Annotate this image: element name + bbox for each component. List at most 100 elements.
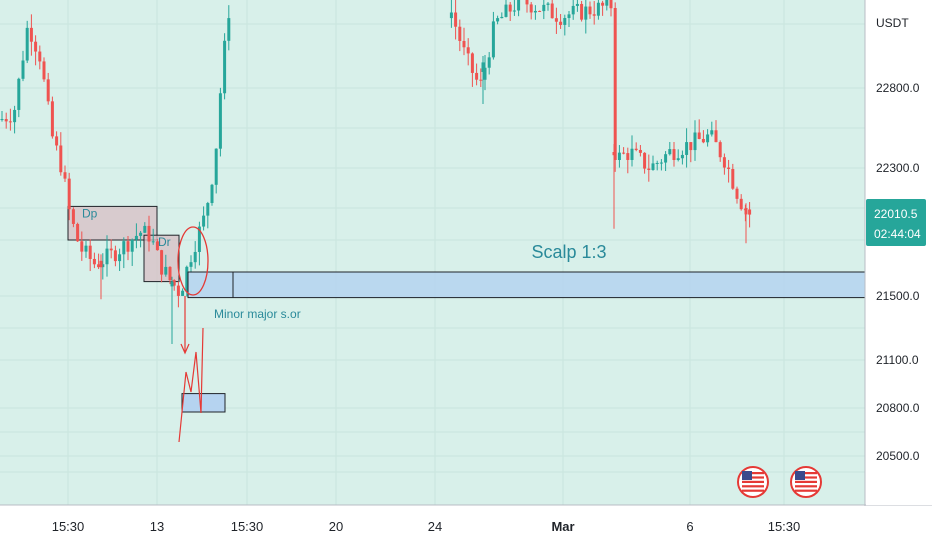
x-axis-panel[interactable] xyxy=(0,506,866,550)
candle xyxy=(659,159,663,171)
minor-major-label: Minor major s.or xyxy=(214,307,301,321)
candle xyxy=(21,50,25,82)
candle xyxy=(676,149,680,162)
candle xyxy=(126,235,130,261)
candle xyxy=(491,11,495,60)
candle xyxy=(668,141,672,156)
candle xyxy=(470,52,474,87)
candle xyxy=(214,148,218,194)
drawing-arrow[interactable] xyxy=(180,296,190,355)
plot-area[interactable] xyxy=(0,0,865,505)
candle xyxy=(50,96,54,139)
candle xyxy=(563,14,567,36)
candle xyxy=(731,163,735,190)
candle xyxy=(701,130,705,144)
candle xyxy=(76,222,80,242)
candle xyxy=(88,239,92,272)
x-tick-label: 15:30 xyxy=(768,519,801,534)
grid xyxy=(0,0,865,505)
candle xyxy=(101,253,105,280)
candle xyxy=(538,10,542,12)
candle xyxy=(13,105,17,134)
candle xyxy=(596,0,600,20)
candle xyxy=(67,172,71,221)
y-tick-label: 20800.0 xyxy=(876,401,920,415)
candle xyxy=(71,207,75,228)
candle xyxy=(0,110,4,122)
last-price-tag[interactable]: 22010.5 02:44:04 xyxy=(866,199,926,246)
candle xyxy=(718,140,722,162)
candle xyxy=(42,57,46,82)
candle xyxy=(655,160,659,171)
candle xyxy=(533,5,537,20)
candle xyxy=(651,155,655,171)
currency-label: USDT xyxy=(876,16,909,30)
candle xyxy=(181,288,185,296)
y-axis-panel[interactable] xyxy=(866,0,932,505)
candle xyxy=(122,237,126,269)
us-flag-icon[interactable] xyxy=(737,466,769,498)
candle xyxy=(613,2,617,172)
candle xyxy=(466,38,470,66)
candle xyxy=(109,239,113,259)
scalp-zone[interactable]: Scalp 1:3 xyxy=(187,242,866,299)
projection-path[interactable] xyxy=(178,327,204,443)
candle xyxy=(210,183,214,206)
candle xyxy=(4,112,8,129)
candle xyxy=(155,238,159,251)
candle xyxy=(118,248,122,271)
candle xyxy=(29,14,33,56)
candle xyxy=(525,0,529,13)
last-price-value: 22010.5 xyxy=(874,207,918,221)
candle xyxy=(170,276,174,344)
candle xyxy=(481,56,485,104)
candle xyxy=(512,0,516,16)
candle xyxy=(622,147,626,155)
candle xyxy=(168,266,172,285)
y-tick-label: 22300.0 xyxy=(876,161,920,175)
target-box[interactable] xyxy=(181,393,226,413)
candle xyxy=(92,252,96,269)
candle xyxy=(575,0,579,12)
candle xyxy=(164,254,168,277)
y-tick-label: 20500.0 xyxy=(876,449,920,463)
candle xyxy=(84,240,88,258)
x-tick-label: 24 xyxy=(428,519,442,534)
candle xyxy=(449,0,453,28)
candle xyxy=(97,253,101,270)
candle xyxy=(475,63,479,86)
scalp-label: Scalp 1:3 xyxy=(531,242,606,262)
candle xyxy=(601,0,605,16)
candle xyxy=(664,151,668,171)
drawing-ellipse[interactable] xyxy=(177,226,209,296)
x-tick-label: 15:30 xyxy=(231,519,264,534)
candle xyxy=(8,108,12,131)
x-tick-label: 15:30 xyxy=(52,519,85,534)
candle xyxy=(546,2,550,11)
candle xyxy=(550,0,554,19)
candle xyxy=(727,159,731,183)
candle xyxy=(630,135,634,167)
candle xyxy=(693,120,697,161)
candle xyxy=(710,121,714,137)
candle xyxy=(571,0,575,20)
y-tick-label: 21100.0 xyxy=(876,353,919,367)
candle xyxy=(697,119,701,140)
candle xyxy=(680,150,684,165)
candle xyxy=(500,12,504,19)
candle xyxy=(609,0,613,17)
candle xyxy=(172,279,176,291)
candle xyxy=(739,194,743,211)
last-price-tag-bg xyxy=(866,199,926,246)
drawing-rectangle[interactable]: Dp xyxy=(67,205,158,241)
x-tick-label: 6 xyxy=(686,519,693,534)
candle xyxy=(99,254,103,300)
candle xyxy=(580,0,584,22)
candle xyxy=(160,249,164,283)
drawings-layer: Scalp 1:3 Minor major s.or xyxy=(177,226,866,443)
candle xyxy=(685,128,689,168)
candle xyxy=(147,215,151,252)
us-flag-icon[interactable] xyxy=(790,466,822,498)
candle xyxy=(567,11,571,28)
